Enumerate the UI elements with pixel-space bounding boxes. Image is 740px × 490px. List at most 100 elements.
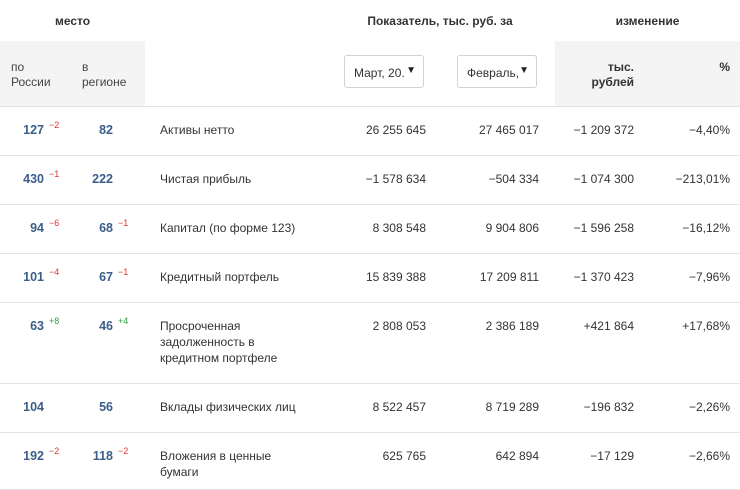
change-absolute: +421 864 (583, 319, 634, 333)
value-previous: 9 904 806 (485, 221, 539, 235)
value-previous: −504 334 (488, 172, 539, 186)
indicator-name: Чистая прибыль (160, 172, 252, 186)
value-previous: 2 386 189 (485, 319, 539, 333)
subheader-place-band (0, 41, 145, 106)
period-previous-select[interactable]: Февраль, ▼ (457, 55, 537, 88)
rank-region-value: 56 (99, 400, 113, 414)
value-current: 8 522 457 (372, 400, 426, 414)
table-row: 63 +8 46 +4 Просроченная задолженность в кре… (0, 303, 740, 384)
rank-region-change: −1 (118, 218, 129, 228)
table-row: 104 56 Вклады физических лиц 8 522 457 8 719… (0, 384, 740, 433)
change-absolute: −1 370 423 (573, 270, 634, 284)
rank-russia: 101 (0, 269, 44, 285)
indicator-name: Просроченная задолженность в кредитном п… (160, 319, 278, 365)
rank-region-value: 118 (92, 449, 113, 463)
rank-region-value: 46 (99, 319, 113, 333)
col-change-pct-header: % (719, 60, 730, 74)
col-rank-russia-header: по России (11, 60, 51, 90)
rank-region-change: −2 (118, 446, 129, 456)
col-rank-russia-line1: по (11, 60, 25, 74)
col-rank-region-header: в регионе (82, 60, 126, 90)
rank-russia: 104 (0, 399, 44, 415)
change-absolute: −196 832 (583, 400, 634, 414)
change-absolute: −17 129 (590, 449, 634, 463)
indicator-name: Вклады физических лиц (160, 400, 296, 414)
rank-region: 82 (80, 122, 113, 138)
col-change-abs-header: тыс. рублей (560, 60, 634, 90)
col-rank-region-line2: регионе (82, 75, 127, 89)
change-percent: −2,26% (688, 400, 730, 414)
rank-russia: 430 (0, 171, 44, 187)
col-change-abs-line2: рублей (591, 75, 634, 89)
rank-region: 56 (80, 399, 113, 415)
rank-russia: 192 (0, 448, 44, 464)
chevron-down-icon: ▼ (519, 65, 529, 76)
change-percent: +17,68% (682, 319, 730, 333)
rank-russia-change: +8 (49, 316, 60, 326)
period-current-select[interactable]: Март, 20. ▼ (344, 55, 424, 88)
table-row: 192 −2 118 −2 Вложения в ценные бумаги 625 76… (0, 433, 740, 490)
change-percent: −7,96% (688, 270, 730, 284)
rank-russia-value: 101 (23, 270, 44, 284)
rank-region-value: 82 (99, 123, 113, 137)
rank-russia-change: −6 (49, 218, 60, 228)
chevron-down-icon: ▼ (406, 65, 416, 76)
rank-russia-value: 192 (23, 449, 44, 463)
table-row: 101 −4 67 −1 Кредитный портфель 15 839 388 17 … (0, 254, 740, 303)
rank-region-change: −1 (118, 267, 129, 277)
rank-region-value: 67 (99, 270, 113, 284)
header-divider (0, 106, 740, 107)
rank-region: 46 (80, 318, 113, 334)
change-percent: −4,40% (688, 123, 730, 137)
rank-russia: 94 (0, 220, 44, 236)
rank-region-value: 68 (99, 221, 113, 235)
rank-region: 118 (80, 448, 113, 464)
table-row: 430 −1 222 Чистая прибыль −1 578 634 −504 334… (0, 156, 740, 205)
value-previous: 642 894 (495, 449, 539, 463)
rank-region-value: 222 (92, 172, 113, 186)
value-current: 2 808 053 (372, 319, 426, 333)
value-previous: 27 465 017 (478, 123, 539, 137)
header-indicator-group: Показатель, тыс. руб. за (367, 13, 513, 28)
change-percent: −213,01% (675, 172, 730, 186)
col-rank-russia-line2: России (11, 75, 51, 89)
rank-russia: 127 (0, 122, 44, 138)
value-previous: 8 719 289 (485, 400, 539, 414)
change-absolute: −1 596 258 (573, 221, 634, 235)
rank-region: 67 (80, 269, 113, 285)
value-current: 625 765 (382, 449, 426, 463)
indicator-name: Активы нетто (160, 123, 235, 137)
change-percent: −2,66% (688, 449, 730, 463)
period-current-value: Март, 20. (354, 66, 405, 80)
value-current: 26 255 645 (365, 123, 426, 137)
rank-russia-value: 63 (30, 319, 44, 333)
value-current: 8 308 548 (372, 221, 426, 235)
indicator-name: Капитал (по форме 123) (160, 221, 296, 235)
rank-russia-value: 127 (23, 123, 44, 137)
indicator-name: Кредитный портфель (160, 270, 280, 284)
table-row: 127 −2 82 Активы нетто 26 255 645 27 465 017 −… (0, 107, 740, 156)
rank-russia-change: −4 (49, 267, 60, 277)
change-absolute: −1 074 300 (573, 172, 634, 186)
header-change-group: изменение (615, 13, 680, 28)
change-percent: −16,12% (682, 221, 730, 235)
rank-russia: 63 (0, 318, 44, 334)
rank-russia-change: −2 (49, 120, 60, 130)
rank-region: 222 (80, 171, 113, 187)
rank-region: 68 (80, 220, 113, 236)
rank-russia-change: −1 (49, 169, 60, 179)
value-current: 15 839 388 (365, 270, 426, 284)
rank-russia-change: −2 (49, 446, 60, 456)
table-row: 94 −6 68 −1 Капитал (по форме 123) 8 308 548 9… (0, 205, 740, 254)
period-previous-value: Февраль, (467, 66, 520, 80)
rank-russia-value: 430 (23, 172, 44, 186)
col-change-abs-line1: тыс. (607, 60, 634, 74)
col-rank-region-line1: в (82, 60, 89, 74)
value-previous: 17 209 811 (479, 270, 539, 284)
header-place-group: место (54, 13, 91, 28)
value-current: −1 578 634 (365, 172, 426, 186)
rank-russia-value: 94 (30, 221, 44, 235)
subheader-change-band (555, 41, 740, 106)
change-absolute: −1 209 372 (573, 123, 634, 137)
indicator-name: Вложения в ценные бумаги (160, 449, 272, 479)
